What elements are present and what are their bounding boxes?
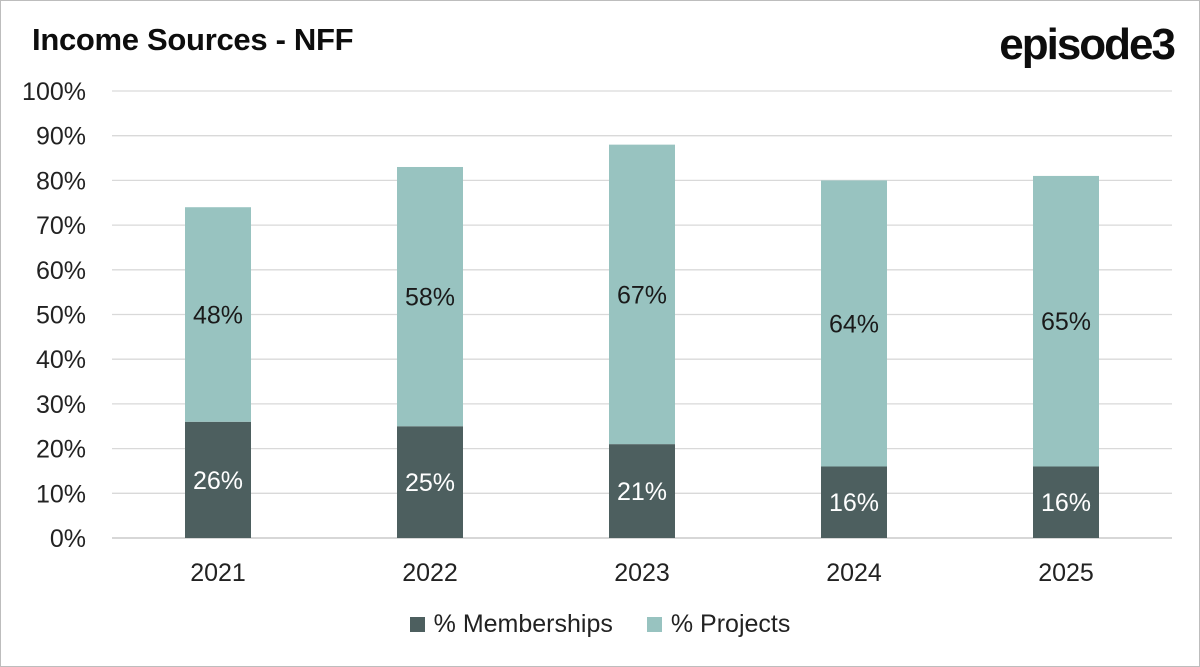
x-tick-label: 2021 — [190, 559, 246, 587]
bar-projects — [397, 166, 463, 427]
y-tick-label: 30% — [36, 391, 86, 419]
data-label-memberships: 25% — [405, 469, 455, 497]
data-label-projects: 48% — [193, 302, 243, 330]
y-tick-label: 100% — [22, 78, 86, 106]
x-tick-label: 2022 — [402, 559, 458, 587]
bar-projects — [609, 144, 675, 445]
y-tick-label: 60% — [36, 257, 86, 285]
bar-memberships — [397, 426, 463, 538]
y-tick-label: 10% — [36, 480, 86, 508]
chart-title: Income Sources - NFF — [32, 22, 354, 57]
legend-item-projects: % Projects — [646, 610, 791, 639]
bar-projects — [185, 207, 251, 422]
x-axis: 2021 2022 2023 2024 2025 — [190, 559, 1094, 587]
data-label-memberships: 21% — [617, 478, 667, 506]
y-tick-label: 70% — [36, 212, 86, 240]
data-label-projects: 64% — [829, 310, 879, 338]
legend-swatch-projects — [646, 617, 662, 632]
legend-item-memberships: % Memberships — [409, 610, 613, 639]
y-tick-label: 0% — [50, 525, 86, 553]
data-label-projects: 58% — [405, 284, 455, 312]
y-axis: 0% 10% 20% 30% 40% 50% 60% 70% 80% 90% 100% — [22, 78, 86, 553]
y-tick-label: 80% — [36, 167, 86, 195]
bars: 26% 48% 25% 58% 21% 67% 16% 64% 16% 65% — [185, 144, 1099, 538]
data-label-memberships: 26% — [193, 467, 243, 495]
brand-logo: episode3 — [999, 20, 1176, 69]
bar-memberships — [185, 421, 251, 538]
bar-projects — [1033, 175, 1099, 467]
x-tick-label: 2025 — [1038, 559, 1094, 587]
data-label-memberships: 16% — [829, 489, 879, 517]
x-tick-label: 2024 — [826, 559, 882, 587]
legend: % Memberships % Projects — [0, 610, 1200, 639]
y-tick-label: 50% — [36, 302, 86, 330]
y-tick-label: 90% — [36, 123, 86, 151]
x-tick-label: 2023 — [614, 559, 670, 587]
bar-projects — [821, 180, 887, 467]
data-label-projects: 67% — [617, 281, 667, 309]
y-tick-label: 40% — [36, 346, 86, 374]
bar-memberships — [609, 444, 675, 538]
legend-label-projects: % Projects — [670, 610, 791, 638]
data-label-projects: 65% — [1041, 308, 1091, 336]
bar-memberships — [1033, 466, 1099, 538]
legend-swatch-memberships — [409, 617, 425, 632]
legend-label-memberships: % Memberships — [433, 610, 613, 638]
data-label-memberships: 16% — [1041, 489, 1091, 517]
y-tick-label: 20% — [36, 436, 86, 464]
bar-memberships — [821, 466, 887, 538]
